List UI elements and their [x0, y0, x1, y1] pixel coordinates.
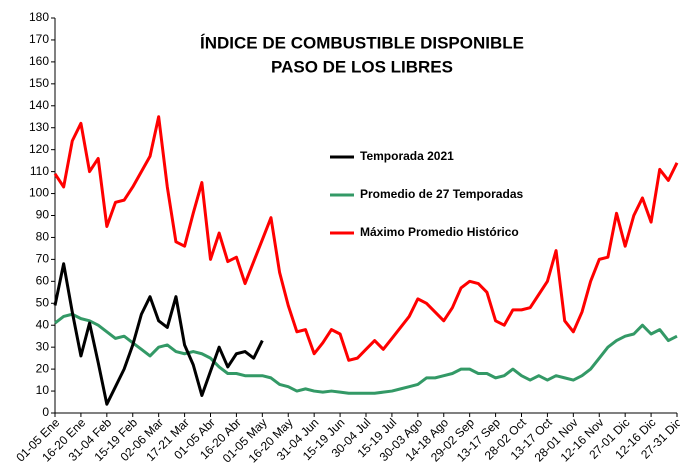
chart-title: ÍNDICE DE COMBUSTIBLE DISPONIBLE	[200, 33, 524, 52]
y-tick-label: 120	[29, 142, 49, 156]
y-tick-label: 10	[36, 383, 50, 397]
y-tick-label: 160	[29, 54, 49, 68]
y-tick-label: 70	[36, 252, 50, 266]
y-tick-label: 100	[29, 186, 49, 200]
y-tick-label: 40	[36, 317, 50, 331]
y-tick-label: 180	[29, 10, 49, 24]
y-tick-label: 80	[36, 230, 50, 244]
y-tick-label: 90	[36, 208, 50, 222]
y-tick-label: 170	[29, 32, 49, 46]
y-tick-label: 150	[29, 76, 49, 90]
y-tick-label: 30	[36, 339, 50, 353]
y-tick-label: 130	[29, 120, 49, 134]
legend-label: Promedio de 27 Temporadas	[360, 187, 523, 201]
y-tick-label: 50	[36, 295, 50, 309]
legend-label: Máximo Promedio Histórico	[360, 225, 519, 239]
y-tick-label: 110	[30, 164, 49, 178]
series-line	[53, 262, 264, 406]
y-tick-label: 20	[36, 361, 50, 375]
y-tick-label: 60	[36, 274, 50, 288]
y-tick-label: 0	[42, 405, 49, 419]
y-tick-label: 140	[29, 98, 49, 112]
legend-label: Temporada 2021	[360, 149, 454, 163]
chart-subtitle: PASO DE LOS LIBRES	[271, 57, 453, 76]
series-line	[53, 115, 679, 362]
series-line	[54, 312, 678, 395]
